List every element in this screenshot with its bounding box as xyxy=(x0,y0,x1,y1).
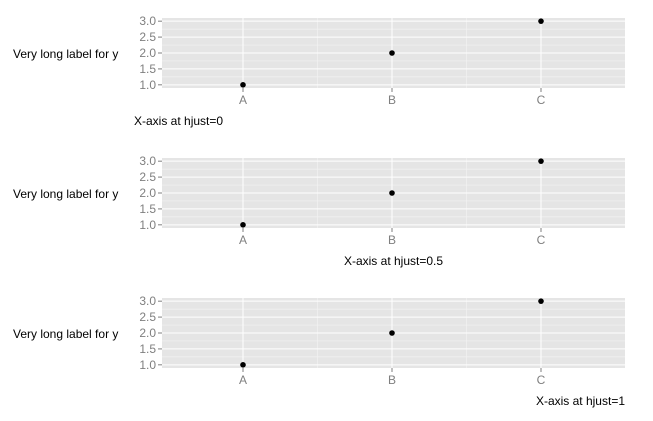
x-tick-label: B xyxy=(388,373,396,387)
x-tick-label: A xyxy=(239,373,247,387)
y-tick-label: 1.5 xyxy=(139,342,156,356)
y-tick-label: 2.0 xyxy=(139,186,156,200)
x-tick-label: A xyxy=(239,93,247,107)
y-tick-label: 3.0 xyxy=(139,14,156,28)
y-axis-title: Very long label for y xyxy=(13,47,118,61)
data-point-B xyxy=(389,330,395,336)
data-point-A xyxy=(240,362,246,368)
y-tick-label: 2.5 xyxy=(139,310,156,324)
x-tick-label: C xyxy=(537,93,546,107)
y-tick-label: 3.0 xyxy=(139,294,156,308)
data-point-B xyxy=(389,190,395,196)
facet-panel-1: 1.0 1.5 2.0 2.5 3.0 A B C Very long label for y X… xyxy=(13,14,625,128)
x-tick-label: B xyxy=(388,233,396,247)
y-tick-label: 1.5 xyxy=(139,62,156,76)
y-tick-label: 1.0 xyxy=(139,78,156,92)
y-tick-label: 2.5 xyxy=(139,170,156,184)
data-point-A xyxy=(240,222,246,228)
y-tick-label: 1.5 xyxy=(139,202,156,216)
x-tick-label: C xyxy=(537,233,546,247)
y-tick-label: 3.0 xyxy=(139,154,156,168)
x-tick-label: B xyxy=(388,93,396,107)
x-tick-label: C xyxy=(537,373,546,387)
data-point-A xyxy=(240,82,246,88)
data-point-C xyxy=(538,18,544,24)
y-axis-title: Very long label for y xyxy=(13,327,118,341)
y-tick-label: 1.0 xyxy=(139,358,156,372)
facet-panel-2: 1.0 1.5 2.0 2.5 3.0 A B C Very long label for y X… xyxy=(13,154,625,268)
y-tick-label: 2.5 xyxy=(139,30,156,44)
x-tick-label: A xyxy=(239,233,247,247)
x-axis-title: X-axis at hjust=1 xyxy=(536,394,625,408)
y-tick-label: 2.0 xyxy=(139,326,156,340)
x-axis-title: X-axis at hjust=0.5 xyxy=(344,254,443,268)
x-axis-title: X-axis at hjust=0 xyxy=(134,114,223,128)
facet-panel-3: 1.0 1.5 2.0 2.5 3.0 A B C Very long label for y X… xyxy=(13,294,625,408)
y-tick-label: 1.0 xyxy=(139,218,156,232)
data-point-B xyxy=(389,50,395,56)
y-axis-title: Very long label for y xyxy=(13,187,118,201)
data-point-C xyxy=(538,298,544,304)
data-point-C xyxy=(538,158,544,164)
y-tick-label: 2.0 xyxy=(139,46,156,60)
